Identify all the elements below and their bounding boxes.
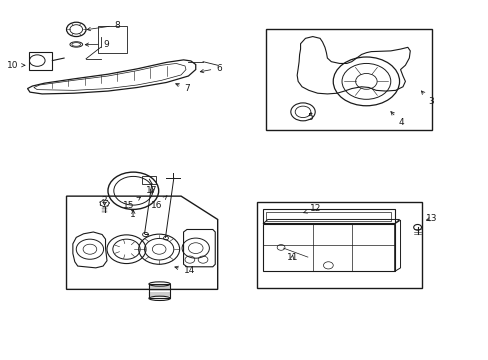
Text: 13: 13 <box>425 214 436 223</box>
Bar <box>256 202 422 288</box>
Text: 17: 17 <box>146 185 157 194</box>
Bar <box>263 210 394 223</box>
Bar <box>142 176 156 184</box>
Text: 12: 12 <box>303 204 320 213</box>
Text: 8: 8 <box>87 21 121 31</box>
Text: 7: 7 <box>175 84 190 93</box>
Bar <box>266 212 390 221</box>
Text: 11: 11 <box>286 253 297 262</box>
Text: 10: 10 <box>7 61 25 70</box>
Bar <box>266 30 431 130</box>
Text: 14: 14 <box>175 266 195 275</box>
Text: 1: 1 <box>130 210 136 219</box>
Text: 6: 6 <box>200 64 222 73</box>
Text: 4: 4 <box>390 112 404 127</box>
Bar <box>149 284 170 298</box>
Bar <box>263 224 394 271</box>
Text: 5: 5 <box>307 113 312 122</box>
Bar <box>98 26 127 53</box>
Text: 3: 3 <box>421 91 433 106</box>
Text: 15: 15 <box>122 197 140 210</box>
Text: 2: 2 <box>102 196 107 205</box>
Text: 9: 9 <box>85 40 109 49</box>
Text: 16: 16 <box>151 196 166 210</box>
Bar <box>29 51 52 69</box>
